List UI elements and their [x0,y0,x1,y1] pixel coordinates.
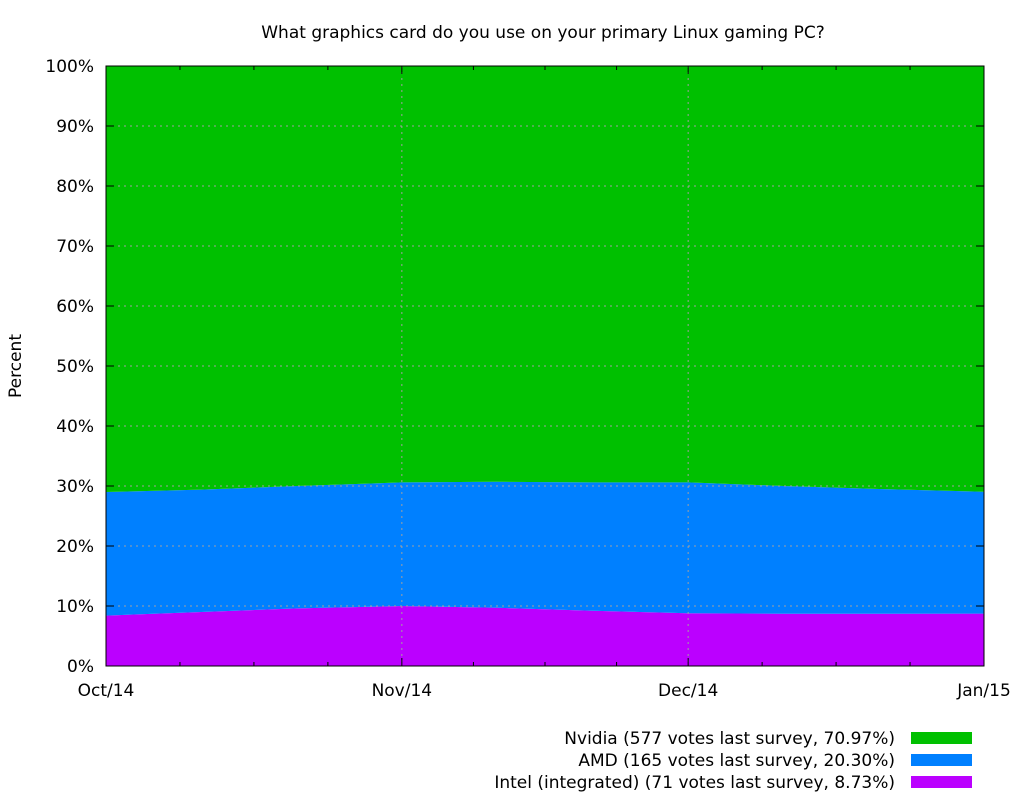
y-tick-label: 20% [56,537,94,557]
y-tick-label: 40% [56,417,94,437]
legend-swatch [911,732,972,744]
plot-frame [105,65,985,667]
legend-swatch [911,776,972,788]
legend-label: Nvidia (577 votes last survey, 70.97%) [564,729,895,749]
area-series-1 [106,481,984,616]
legend: Nvidia (577 votes last survey, 70.97%)AM… [494,729,972,793]
chart-title: What graphics card do you use on your pr… [261,23,825,43]
y-tick-label: 90% [56,117,94,137]
y-tick-label: 0% [67,657,94,677]
y-tick-label: 70% [56,237,94,257]
x-tick-label: Oct/14 [78,681,135,701]
x-tick-label: Dec/14 [658,681,718,701]
legend-label: AMD (165 votes last survey, 20.30%) [578,751,895,771]
y-tick-label: 60% [56,297,94,317]
y-tick-labels: 0% 10% 20% 30% 40% 50% 60% 70% 80% 90% 100% [45,57,94,677]
x-tick-labels: Oct/14 Nov/14 Dec/14 Jan/15 [78,681,1011,701]
area-series-2 [106,66,984,492]
y-tick-label: 30% [56,477,94,497]
y-tick-label: 10% [56,597,94,617]
x-tick-label: Nov/14 [372,681,433,701]
grid-lines [106,66,984,666]
y-tick-label: 80% [56,177,94,197]
area-layers [106,66,984,666]
y-tick-label: 50% [56,357,94,377]
legend-swatch [911,754,972,766]
legend-label: Intel (integrated) (71 votes last survey… [494,773,895,793]
y-axis-label: Percent [6,334,26,398]
area-series-0 [106,606,984,666]
y-tick-label: 100% [45,57,94,77]
x-tick-label: Jan/15 [956,681,1011,701]
